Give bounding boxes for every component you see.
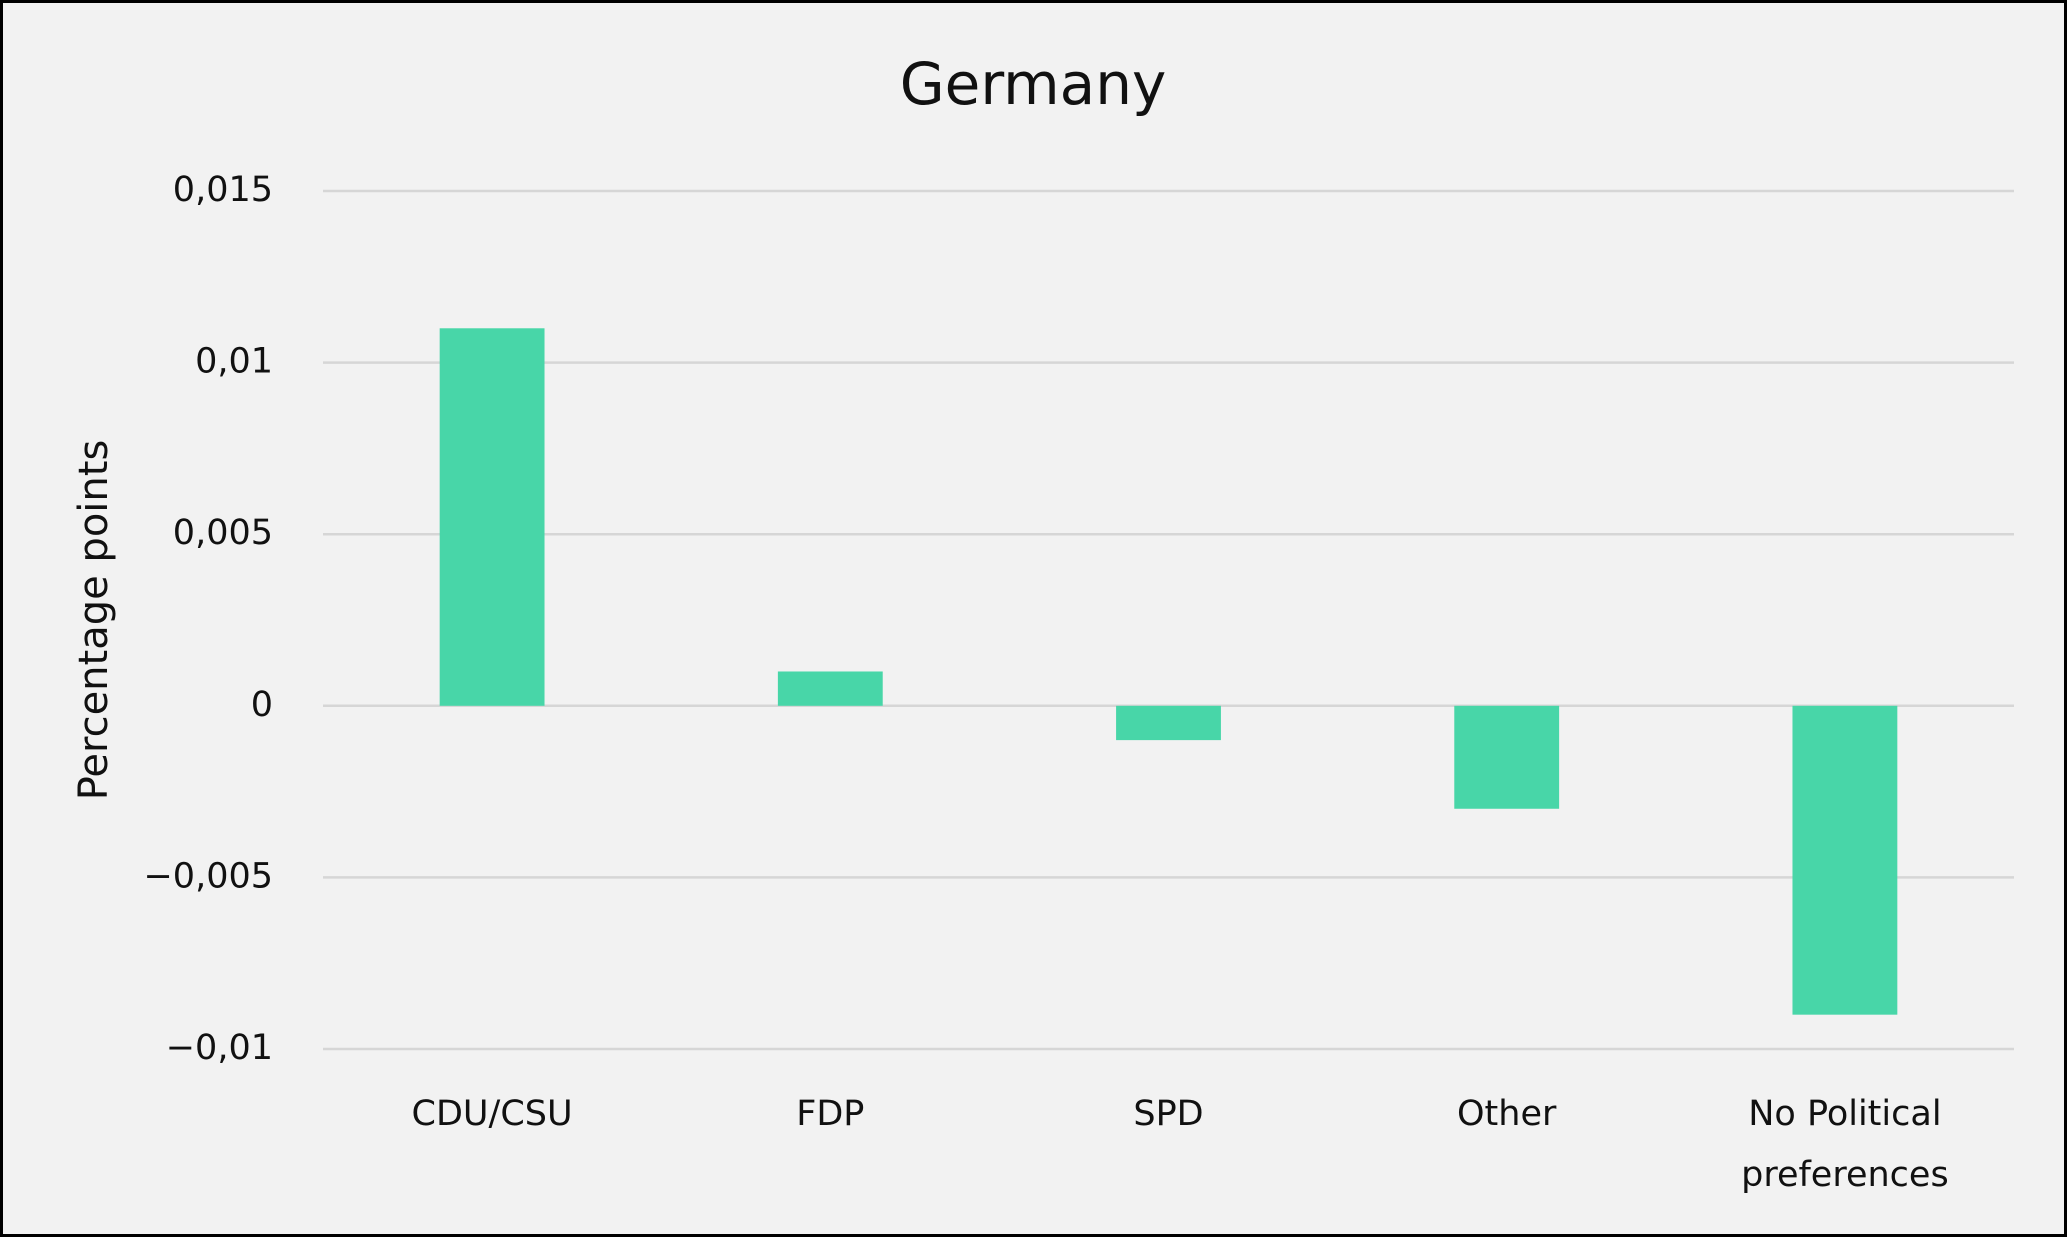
x-tick-label: FDP — [796, 1094, 864, 1134]
y-tick-label: 0 — [251, 685, 273, 725]
x-tick-label: Other — [1457, 1094, 1557, 1134]
bar — [1792, 705, 1898, 1015]
y-tick-label: 0,005 — [173, 513, 273, 553]
bar — [1116, 705, 1221, 741]
bar — [777, 671, 883, 706]
y-tick-label: 0,01 — [195, 342, 273, 382]
y-axis-label: Percentage points — [71, 440, 117, 801]
chart-title: Germany — [900, 50, 1167, 118]
y-tick-label: 0,015 — [173, 170, 273, 210]
x-tick-label: No Political preferences — [1741, 1094, 1949, 1195]
y-tick-label: −0,01 — [166, 1028, 273, 1068]
x-tick-label: CDU/CSU — [412, 1094, 573, 1134]
bar — [439, 328, 545, 706]
y-tick-label: −0,005 — [143, 856, 273, 896]
bar — [1454, 705, 1560, 809]
x-tick-label: SPD — [1133, 1094, 1203, 1134]
